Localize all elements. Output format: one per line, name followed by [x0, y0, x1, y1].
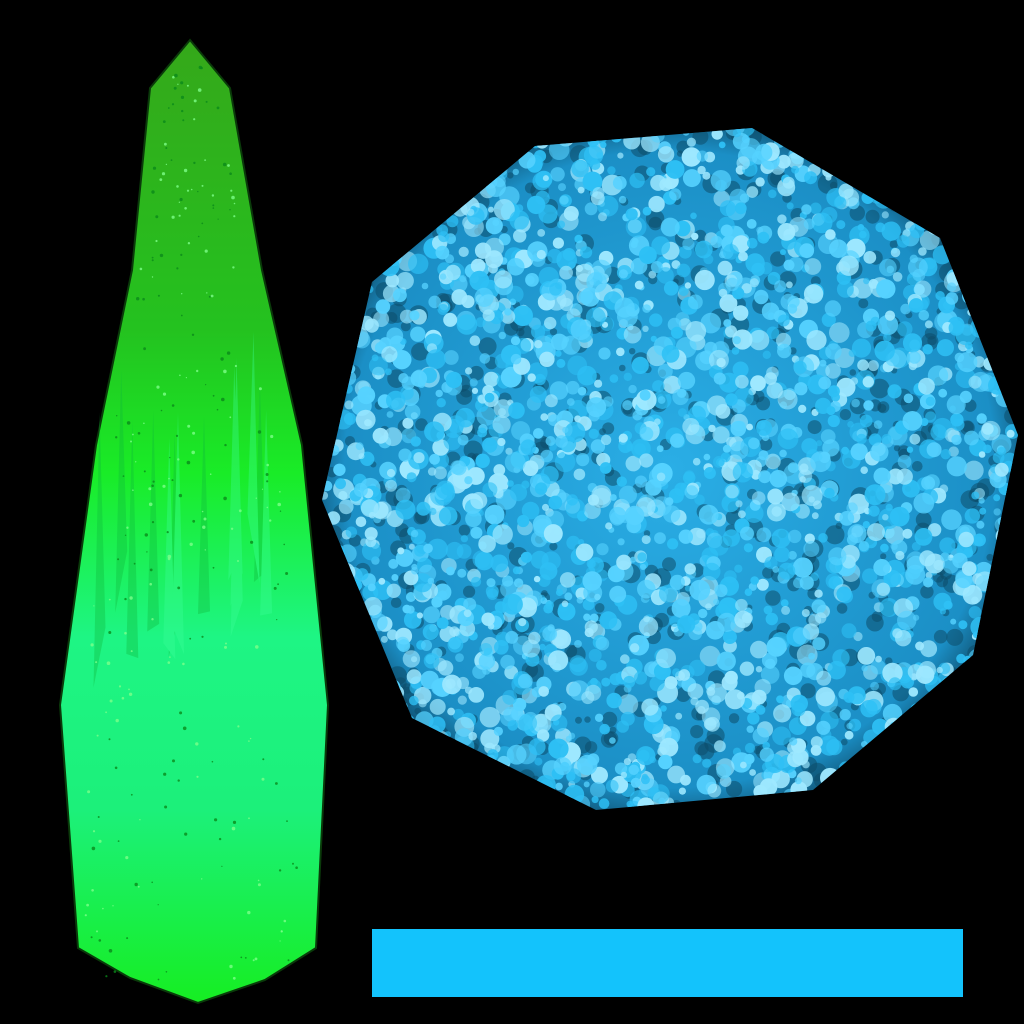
blue-color-strip — [372, 929, 963, 997]
blue-bubble-decagon-texture — [322, 128, 1018, 810]
green-crystal-texture — [58, 38, 330, 1005]
